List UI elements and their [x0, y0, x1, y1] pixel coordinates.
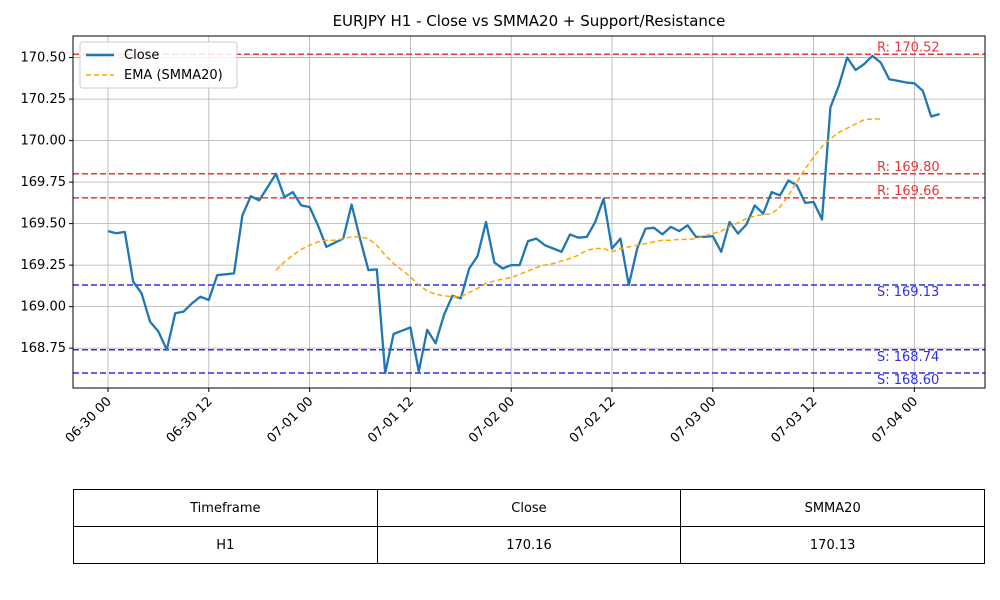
- chart-title: EURJPY H1 - Close vs SMMA20 + Support/Re…: [333, 12, 726, 30]
- table-cell: H1: [73, 526, 378, 564]
- legend-label-ema: EMA (SMMA20): [124, 68, 223, 83]
- support-label: S: 169.13: [877, 285, 939, 300]
- x-tick-label: 07-01 00: [264, 394, 316, 446]
- table-row: H1 170.16 170.13: [73, 526, 985, 564]
- x-tick-label: 07-03 00: [668, 394, 720, 446]
- y-tick-label: 168.75: [21, 341, 67, 356]
- series-layer: [107, 54, 940, 375]
- resistance-label: R: 170.52: [877, 40, 940, 55]
- resistance-label: R: 169.66: [877, 184, 940, 199]
- support-label: S: 168.60: [877, 373, 939, 388]
- table-header-cell: Close: [376, 489, 682, 527]
- resistance-label: R: 169.80: [877, 160, 940, 175]
- x-tick-label: 06-30 12: [164, 394, 216, 446]
- table-cell: 170.16: [376, 526, 682, 564]
- table-header-cell: SMMA20: [680, 489, 985, 527]
- table-header-cell: Timeframe: [73, 489, 378, 527]
- x-tick-label: 07-04 00: [869, 394, 921, 446]
- x-tick-label: 07-02 12: [567, 394, 619, 446]
- x-tick-label: 07-01 12: [365, 394, 417, 446]
- grid-layer: [73, 36, 985, 388]
- plot-frame: [72, 35, 986, 389]
- y-tick-label: 169.75: [21, 175, 67, 190]
- legend: Close EMA (SMMA20): [79, 41, 238, 89]
- y-tick-label: 170.25: [21, 92, 67, 107]
- y-tick-label: 169.25: [21, 258, 67, 273]
- x-tick-label: 06-30 00: [63, 394, 115, 446]
- close-series-line: [107, 54, 940, 375]
- ema-series-line: [275, 118, 881, 298]
- line-chart: EURJPY H1 - Close vs SMMA20 + Support/Re…: [21, 12, 986, 447]
- x-tick-label: 07-02 00: [466, 394, 518, 446]
- legend-label-close: Close: [124, 48, 159, 63]
- table-cell: 170.13: [680, 526, 985, 564]
- table-header-row: Timeframe Close SMMA20: [73, 489, 985, 527]
- support-resistance-layer: R: 170.52 R: 169.80 R: 169.66 S: 169.13 S: 1…: [73, 40, 985, 388]
- x-tick-label: 07-03 12: [768, 394, 820, 446]
- tick-layer: 168.75 169.00 169.25 169.50 169.75 170.00 170.…: [21, 51, 922, 447]
- legend-box: [79, 41, 238, 89]
- y-tick-label: 169.00: [21, 300, 67, 315]
- support-label: S: 168.74: [877, 350, 939, 365]
- y-tick-label: 170.00: [21, 134, 67, 149]
- summary-table: Timeframe Close SMMA20 H1 170.16 170.13: [73, 489, 985, 564]
- y-tick-label: 169.50: [21, 217, 67, 232]
- y-tick-label: 170.50: [21, 51, 67, 66]
